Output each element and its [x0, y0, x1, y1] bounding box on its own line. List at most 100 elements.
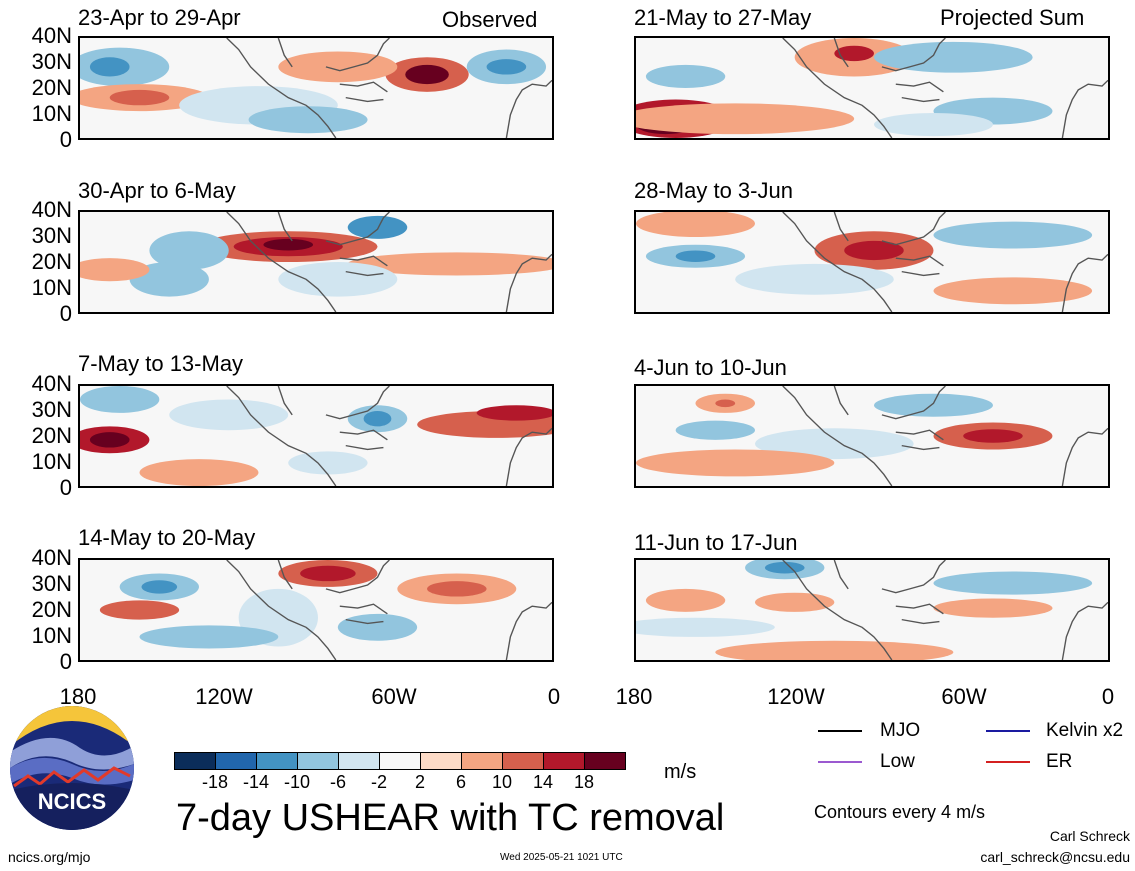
shear-contour	[873, 113, 993, 137]
colorbar-label: -18	[201, 772, 228, 792]
shear-contour	[109, 89, 170, 106]
legend-line-mjo	[818, 730, 862, 732]
colorbar-swatch	[297, 752, 339, 770]
y-tick-label: 20N	[31, 597, 72, 622]
shear-field-map	[80, 212, 552, 312]
y-tick-label: 0	[59, 649, 72, 674]
shear-contour	[963, 429, 1023, 443]
y-tick-label: 20N	[31, 423, 72, 448]
colorbar-label: 14	[532, 772, 554, 792]
colorbar-label: -10	[283, 772, 310, 792]
shear-contour	[129, 262, 209, 297]
colorbar-swatch	[215, 752, 257, 770]
footer-url: ncics.org/mjo	[8, 849, 91, 865]
y-tick-label: 40N	[31, 197, 72, 222]
shear-contour	[89, 432, 130, 448]
shear-contour	[248, 106, 368, 134]
shear-contour	[873, 41, 1033, 73]
y-tick-label: 0	[59, 475, 72, 500]
colorbar-label: 18	[573, 772, 595, 792]
panel-title-right-4: 11-Jun to 17-Jun	[634, 530, 798, 555]
shear-contour	[933, 277, 1093, 305]
shear-field-map	[636, 38, 1108, 138]
shear-contour	[278, 51, 398, 83]
y-tick-label: 0	[59, 301, 72, 326]
coastline	[226, 386, 552, 486]
x-tick-left-60w: 60W	[371, 684, 417, 709]
shear-contour	[873, 393, 993, 417]
map-panel-left-1	[78, 36, 554, 140]
map-panel-left-3	[78, 384, 554, 488]
shear-contour	[636, 212, 755, 237]
coastline	[782, 560, 1108, 660]
panel-title-right-1: 21-May to 27-May	[634, 5, 812, 30]
legend-line-kelvin	[986, 730, 1030, 732]
y-tick-label: 10N	[31, 101, 72, 126]
shear-contour	[363, 411, 392, 427]
shear-field-map	[80, 560, 552, 660]
shear-contour	[715, 399, 736, 408]
shear-contour	[80, 258, 150, 282]
shear-contour	[300, 565, 356, 582]
shear-contour	[347, 252, 552, 276]
x-tick-left-120w: 120W	[195, 684, 253, 709]
y-tick-label: 30N	[31, 49, 72, 74]
shear-contour	[99, 600, 180, 620]
figure-title: 7-day USHEAR with TC removal	[176, 797, 725, 839]
x-tick-right-0: 0	[1101, 684, 1115, 709]
colorbar-swatch	[543, 752, 585, 770]
panel-title-left-4: 14-May to 20-May	[78, 525, 256, 550]
ncics-logo-graphic: NCICS	[10, 706, 134, 830]
shear-contour	[675, 250, 716, 262]
logo-text: NCICS	[38, 789, 106, 814]
y-tick-label: 30N	[31, 223, 72, 248]
map-panel-right-1	[634, 36, 1110, 140]
shear-contour	[80, 386, 160, 413]
shear-contour	[89, 57, 130, 77]
colorbar-swatch	[174, 752, 216, 770]
y-tick-label: 20N	[31, 75, 72, 100]
colorbar-swatch	[338, 752, 380, 770]
shear-contour	[715, 640, 954, 660]
shear-contour	[645, 64, 726, 88]
shear-contour	[169, 399, 289, 431]
colorbar-label: -6	[329, 772, 346, 792]
colorbar-label: -2	[370, 772, 387, 792]
colorbar-swatch	[584, 752, 626, 770]
coastline	[782, 212, 1108, 312]
colorbar-swatch	[256, 752, 298, 770]
projected-label: Projected Sum	[940, 5, 1085, 30]
shear-contour	[476, 405, 552, 421]
colorbar-swatch	[420, 752, 462, 770]
shear-contour	[754, 428, 914, 460]
panel-title-left-3: 7-May to 13-May	[78, 351, 244, 376]
colorbar-label: -14	[242, 772, 269, 792]
coastline	[782, 38, 1108, 138]
coastline	[226, 560, 552, 660]
colorbar-units: m/s	[664, 761, 697, 783]
y-tick-label: 40N	[31, 545, 72, 570]
y-tick-label: 10N	[31, 449, 72, 474]
shear-contour	[405, 64, 449, 85]
map-panel-right-4	[634, 558, 1110, 662]
map-panel-left-2	[78, 210, 554, 314]
panel-title-left-1: 23-Apr to 29-Apr	[78, 5, 241, 30]
shear-contour	[675, 420, 755, 440]
x-tick-right-180: 180	[615, 684, 653, 709]
ncics-logo: NCICS	[10, 706, 134, 830]
shear-field-map	[636, 560, 1108, 660]
shear-contour	[636, 617, 775, 637]
colorbar-label: 6	[455, 772, 466, 792]
shear-contour	[933, 221, 1093, 249]
legend-label-er: ER	[1046, 751, 1073, 772]
shear-contour	[141, 580, 178, 594]
x-tick-left-180: 180	[59, 684, 97, 709]
shear-contour	[636, 103, 855, 135]
footer-author: Carl Schreck	[1049, 828, 1130, 844]
shear-contour	[149, 231, 229, 270]
shear-contour	[636, 449, 835, 477]
shear-field-map	[636, 212, 1108, 312]
footer-email: carl_schreck@ncsu.edu	[980, 849, 1130, 865]
shear-contour	[139, 625, 279, 649]
map-panel-right-3	[634, 384, 1110, 488]
